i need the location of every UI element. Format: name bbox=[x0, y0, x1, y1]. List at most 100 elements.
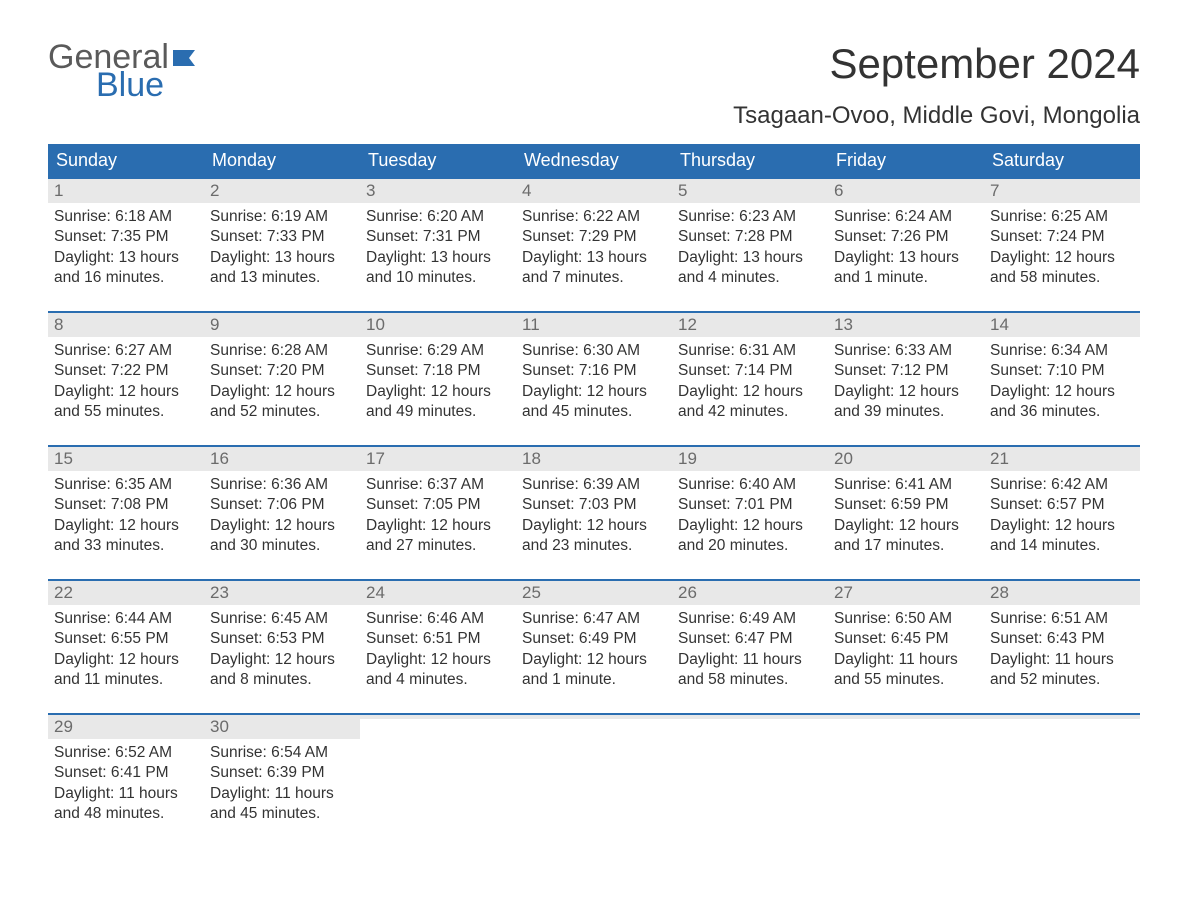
calendar-day bbox=[828, 715, 984, 831]
day-body: Sunrise: 6:20 AMSunset: 7:31 PMDaylight:… bbox=[360, 203, 516, 289]
day-body: Sunrise: 6:51 AMSunset: 6:43 PMDaylight:… bbox=[984, 605, 1140, 691]
day-number: 8 bbox=[48, 313, 204, 337]
day-day1: Daylight: 11 hours bbox=[54, 784, 198, 804]
day-day1: Daylight: 11 hours bbox=[834, 650, 978, 670]
day-number-row: 10 bbox=[360, 313, 516, 337]
day-day2: and 49 minutes. bbox=[366, 402, 510, 422]
day-body: Sunrise: 6:42 AMSunset: 6:57 PMDaylight:… bbox=[984, 471, 1140, 557]
day-body: Sunrise: 6:46 AMSunset: 6:51 PMDaylight:… bbox=[360, 605, 516, 691]
day-day1: Daylight: 13 hours bbox=[54, 248, 198, 268]
day-body: Sunrise: 6:54 AMSunset: 6:39 PMDaylight:… bbox=[204, 739, 360, 825]
day-sunset: Sunset: 6:43 PM bbox=[990, 629, 1134, 649]
location: Tsagaan-Ovoo, Middle Govi, Mongolia bbox=[733, 102, 1140, 130]
day-body: Sunrise: 6:18 AMSunset: 7:35 PMDaylight:… bbox=[48, 203, 204, 289]
day-sunrise: Sunrise: 6:24 AM bbox=[834, 207, 978, 227]
day-day1: Daylight: 12 hours bbox=[210, 650, 354, 670]
day-number-row: 30 bbox=[204, 715, 360, 739]
day-body: Sunrise: 6:27 AMSunset: 7:22 PMDaylight:… bbox=[48, 337, 204, 423]
day-sunrise: Sunrise: 6:46 AM bbox=[366, 609, 510, 629]
day-sunrise: Sunrise: 6:42 AM bbox=[990, 475, 1134, 495]
day-body: Sunrise: 6:28 AMSunset: 7:20 PMDaylight:… bbox=[204, 337, 360, 423]
day-sunrise: Sunrise: 6:34 AM bbox=[990, 341, 1134, 361]
day-day2: and 13 minutes. bbox=[210, 268, 354, 288]
day-sunrise: Sunrise: 6:20 AM bbox=[366, 207, 510, 227]
day-number-row: 26 bbox=[672, 581, 828, 605]
day-day2: and 1 minute. bbox=[522, 670, 666, 690]
day-body bbox=[828, 719, 984, 723]
day-number-row: 4 bbox=[516, 179, 672, 203]
calendar-day: 16Sunrise: 6:36 AMSunset: 7:06 PMDayligh… bbox=[204, 447, 360, 563]
day-body: Sunrise: 6:34 AMSunset: 7:10 PMDaylight:… bbox=[984, 337, 1140, 423]
day-number-row: 22 bbox=[48, 581, 204, 605]
day-sunset: Sunset: 6:41 PM bbox=[54, 763, 198, 783]
day-number-row: 8 bbox=[48, 313, 204, 337]
day-day2: and 36 minutes. bbox=[990, 402, 1134, 422]
day-body: Sunrise: 6:52 AMSunset: 6:41 PMDaylight:… bbox=[48, 739, 204, 825]
day-number-row: 25 bbox=[516, 581, 672, 605]
day-day2: and 14 minutes. bbox=[990, 536, 1134, 556]
day-sunset: Sunset: 7:29 PM bbox=[522, 227, 666, 247]
weekday-sunday: Sunday bbox=[48, 144, 204, 177]
day-day2: and 17 minutes. bbox=[834, 536, 978, 556]
calendar-week: 1Sunrise: 6:18 AMSunset: 7:35 PMDaylight… bbox=[48, 177, 1140, 295]
day-body bbox=[516, 719, 672, 723]
day-body: Sunrise: 6:22 AMSunset: 7:29 PMDaylight:… bbox=[516, 203, 672, 289]
day-day1: Daylight: 13 hours bbox=[834, 248, 978, 268]
day-sunrise: Sunrise: 6:22 AM bbox=[522, 207, 666, 227]
day-body: Sunrise: 6:25 AMSunset: 7:24 PMDaylight:… bbox=[984, 203, 1140, 289]
day-sunset: Sunset: 7:16 PM bbox=[522, 361, 666, 381]
day-body: Sunrise: 6:35 AMSunset: 7:08 PMDaylight:… bbox=[48, 471, 204, 557]
day-day1: Daylight: 12 hours bbox=[990, 516, 1134, 536]
day-sunset: Sunset: 7:12 PM bbox=[834, 361, 978, 381]
day-sunrise: Sunrise: 6:27 AM bbox=[54, 341, 198, 361]
day-day1: Daylight: 12 hours bbox=[54, 516, 198, 536]
day-sunrise: Sunrise: 6:51 AM bbox=[990, 609, 1134, 629]
day-sunset: Sunset: 7:31 PM bbox=[366, 227, 510, 247]
day-sunset: Sunset: 6:55 PM bbox=[54, 629, 198, 649]
day-sunset: Sunset: 7:03 PM bbox=[522, 495, 666, 515]
calendar-day: 14Sunrise: 6:34 AMSunset: 7:10 PMDayligh… bbox=[984, 313, 1140, 429]
day-sunrise: Sunrise: 6:54 AM bbox=[210, 743, 354, 763]
day-day1: Daylight: 12 hours bbox=[678, 516, 822, 536]
day-day1: Daylight: 13 hours bbox=[678, 248, 822, 268]
day-day2: and 7 minutes. bbox=[522, 268, 666, 288]
day-number: 6 bbox=[828, 179, 984, 203]
logo: General Blue bbox=[48, 40, 203, 102]
calendar-page: General Blue September 2024 Tsagaan-Ovoo… bbox=[0, 0, 1188, 831]
calendar-day bbox=[360, 715, 516, 831]
day-number-row: 20 bbox=[828, 447, 984, 471]
calendar-day: 27Sunrise: 6:50 AMSunset: 6:45 PMDayligh… bbox=[828, 581, 984, 697]
title-block: September 2024 Tsagaan-Ovoo, Middle Govi… bbox=[733, 40, 1140, 130]
calendar-week: 8Sunrise: 6:27 AMSunset: 7:22 PMDaylight… bbox=[48, 311, 1140, 429]
day-sunset: Sunset: 6:39 PM bbox=[210, 763, 354, 783]
day-day2: and 45 minutes. bbox=[522, 402, 666, 422]
calendar-day: 18Sunrise: 6:39 AMSunset: 7:03 PMDayligh… bbox=[516, 447, 672, 563]
day-sunrise: Sunrise: 6:19 AM bbox=[210, 207, 354, 227]
day-number: 13 bbox=[828, 313, 984, 337]
day-day2: and 10 minutes. bbox=[366, 268, 510, 288]
day-day1: Daylight: 12 hours bbox=[366, 516, 510, 536]
calendar-day: 11Sunrise: 6:30 AMSunset: 7:16 PMDayligh… bbox=[516, 313, 672, 429]
day-number: 29 bbox=[48, 715, 204, 739]
day-number-row: 2 bbox=[204, 179, 360, 203]
day-number: 12 bbox=[672, 313, 828, 337]
day-sunrise: Sunrise: 6:37 AM bbox=[366, 475, 510, 495]
day-number: 11 bbox=[516, 313, 672, 337]
weekday-header-row: Sunday Monday Tuesday Wednesday Thursday… bbox=[48, 144, 1140, 177]
header-row: General Blue September 2024 Tsagaan-Ovoo… bbox=[48, 40, 1140, 130]
calendar-day: 4Sunrise: 6:22 AMSunset: 7:29 PMDaylight… bbox=[516, 179, 672, 295]
day-sunset: Sunset: 6:45 PM bbox=[834, 629, 978, 649]
day-number: 15 bbox=[48, 447, 204, 471]
day-sunrise: Sunrise: 6:41 AM bbox=[834, 475, 978, 495]
weekday-tuesday: Tuesday bbox=[360, 144, 516, 177]
day-number-row: 21 bbox=[984, 447, 1140, 471]
day-number-row: 23 bbox=[204, 581, 360, 605]
day-day2: and 23 minutes. bbox=[522, 536, 666, 556]
day-body: Sunrise: 6:30 AMSunset: 7:16 PMDaylight:… bbox=[516, 337, 672, 423]
day-sunset: Sunset: 7:06 PM bbox=[210, 495, 354, 515]
calendar-day: 9Sunrise: 6:28 AMSunset: 7:20 PMDaylight… bbox=[204, 313, 360, 429]
calendar-day: 30Sunrise: 6:54 AMSunset: 6:39 PMDayligh… bbox=[204, 715, 360, 831]
day-number: 28 bbox=[984, 581, 1140, 605]
weekday-wednesday: Wednesday bbox=[516, 144, 672, 177]
flag-icon bbox=[173, 48, 203, 68]
